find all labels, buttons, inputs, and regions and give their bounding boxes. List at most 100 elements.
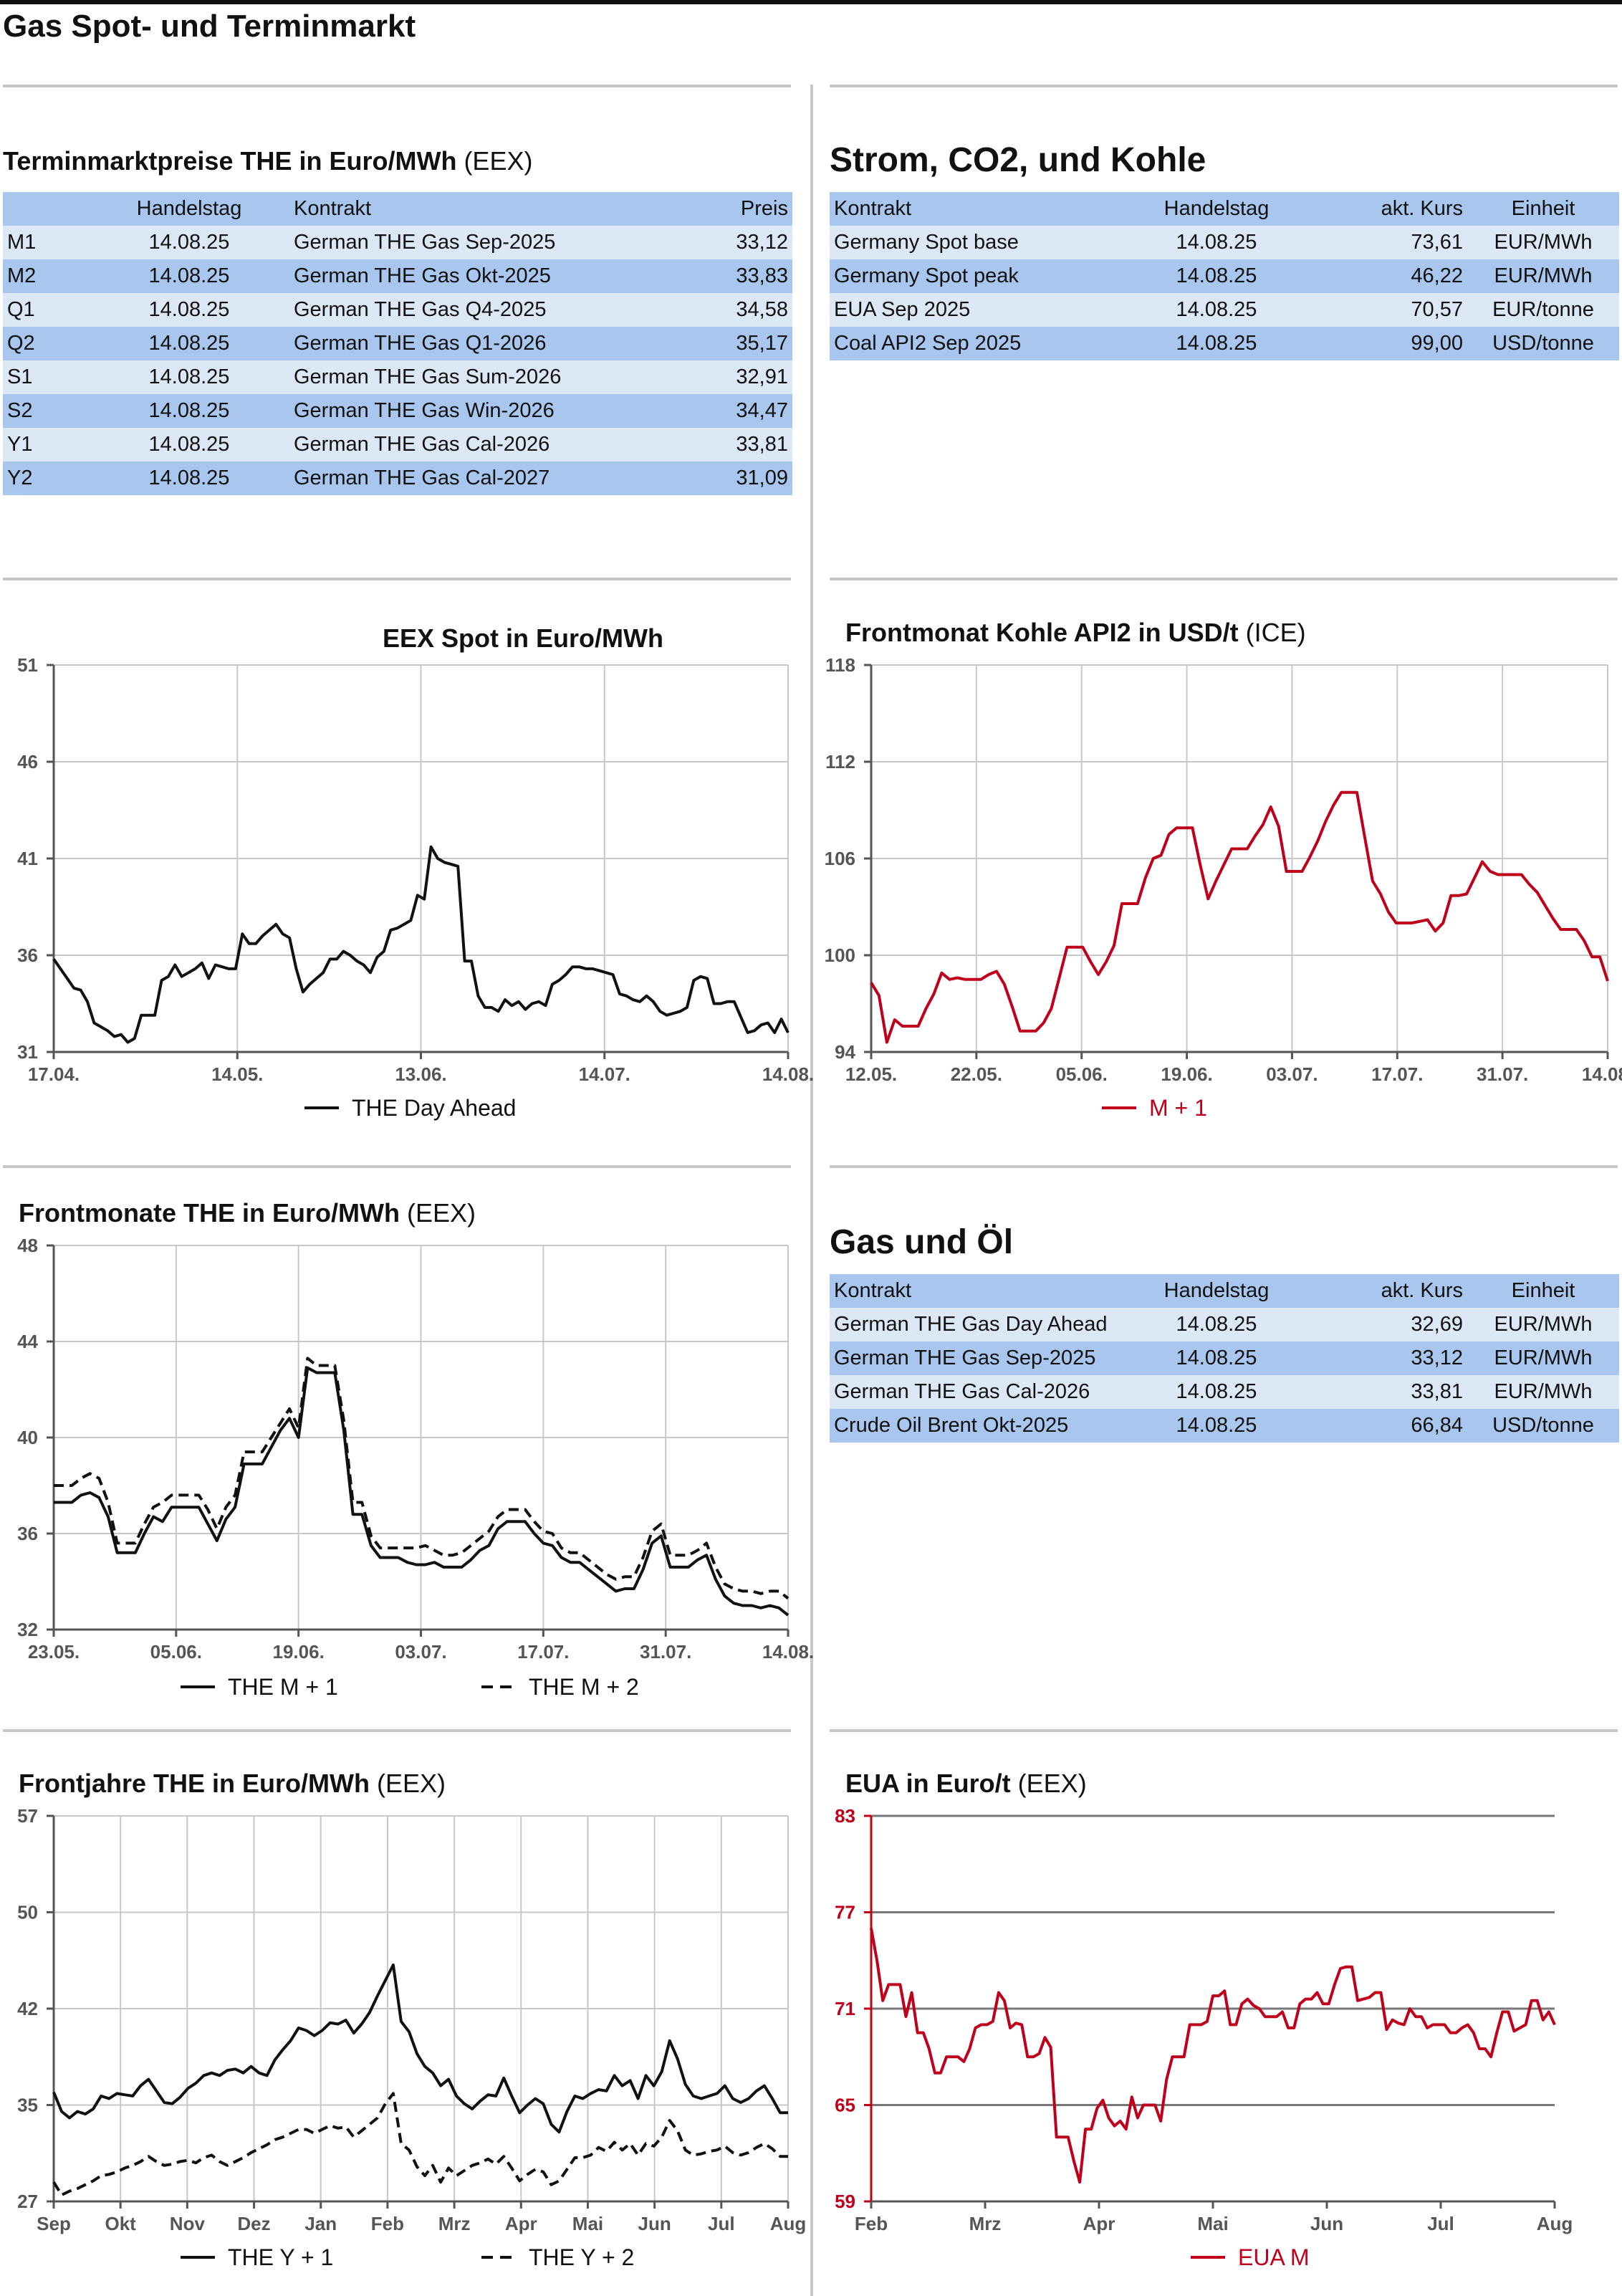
x-tick-label: Dez <box>237 2213 270 2234</box>
table-cell: USD/tonne <box>1492 332 1594 355</box>
x-tick-label: 22.05. <box>951 1063 1002 1085</box>
x-tick-label: Sep <box>37 2213 71 2234</box>
y-tick-label: 118 <box>825 654 855 676</box>
y-tick-label: 27 <box>17 2191 38 2212</box>
x-tick-label: 31.07. <box>640 1641 691 1663</box>
y-tick-label: 40 <box>17 1427 38 1448</box>
table-cell: 33,83 <box>736 264 788 287</box>
x-tick-label: 17.07. <box>1371 1063 1423 1085</box>
series-line <box>52 845 790 1044</box>
table-cell: 14.08.25 <box>1176 1346 1257 1369</box>
table-cell: M1 <box>7 231 37 254</box>
x-tick-label: 14.08. <box>1582 1063 1622 1085</box>
table-cell: USD/tonne <box>1492 1414 1594 1437</box>
y-tick-label: 48 <box>17 1235 38 1256</box>
table-header-cell: Handelstag <box>136 197 242 220</box>
table-cell: Y2 <box>7 467 33 489</box>
y-tick-label: 59 <box>835 2191 855 2212</box>
chart-title-source: (EEX) <box>369 1769 446 1798</box>
top-rule <box>0 0 1622 4</box>
strom-table: Kontrakt Handelstag akt. Kurs Einheit German… <box>830 192 1619 360</box>
terminmarkt-title-text: Terminmarktpreise THE in Euro/MWh <box>3 146 457 176</box>
table-header-cell: Einheit <box>1511 197 1575 220</box>
separator <box>3 578 791 580</box>
x-tick-label: Nov <box>170 2213 206 2234</box>
table-cell: German THE Gas Day Ahead <box>834 1313 1108 1336</box>
chart-title: Frontmonat Kohle API2 in USD/t (ICE) <box>845 618 1306 648</box>
table-header-row: Handelstag Kontrakt Preis <box>3 192 792 226</box>
table-header-cell: Kontrakt <box>294 197 371 220</box>
series-line <box>870 1928 1556 2184</box>
x-tick-label: 05.06. <box>150 1641 202 1663</box>
page-title: Gas Spot- und Terminmarkt <box>3 9 416 44</box>
table-header-cell: akt. Kurs <box>1381 197 1463 220</box>
x-tick-label: 14.08. <box>762 1641 814 1663</box>
x-tick-label: 14.08. <box>762 1063 814 1085</box>
table-cell: 14.08.25 <box>148 298 230 321</box>
legend-label: M + 1 <box>1149 1095 1207 1121</box>
table-cell: M2 <box>7 264 37 287</box>
legend-label: THE Day Ahead <box>352 1095 516 1121</box>
x-tick-label: Jun <box>638 2213 671 2234</box>
x-tick-label: 13.06. <box>395 1063 446 1085</box>
y-tick-label: 50 <box>17 1902 38 1923</box>
table-cell: 14.08.25 <box>148 365 230 388</box>
x-tick-label: 03.07. <box>1266 1063 1318 1085</box>
separator <box>3 1165 791 1168</box>
table-row: Y2 14.08.25 German THE Gas Cal-2027 31,09 <box>3 461 792 495</box>
table-cell: German THE Gas Sep-2025 <box>834 1346 1096 1369</box>
table-cell: 33,12 <box>736 231 788 254</box>
chart-title-text: EEX Spot in Euro/MWh <box>383 623 663 653</box>
table-cell: 33,12 <box>1411 1346 1463 1369</box>
legend-label: THE Y + 2 <box>529 2244 634 2270</box>
x-tick-label: 05.06. <box>1056 1063 1108 1085</box>
table-row: Germany Spot base 14.08.25 73,61 EUR/MWh <box>830 226 1619 259</box>
x-tick-label: Feb <box>855 2213 888 2234</box>
y-tick-label: 94 <box>835 1041 855 1063</box>
table-cell: Q2 <box>7 332 35 355</box>
chart-title-source: (EEX) <box>399 1198 476 1228</box>
y-tick-label: 41 <box>17 848 38 869</box>
y-tick-label: 44 <box>17 1331 38 1352</box>
y-tick-label: 100 <box>825 944 855 966</box>
x-tick-label: Jun <box>1310 2213 1343 2234</box>
x-tick-label: Mrz <box>969 2213 1002 2234</box>
y-tick-label: 71 <box>835 1998 855 2019</box>
table-cell: 14.08.25 <box>1176 264 1257 287</box>
table-cell: 34,58 <box>736 298 788 321</box>
separator <box>830 578 1618 580</box>
y-tick-label: 32 <box>17 1619 38 1640</box>
legend-label: THE M + 2 <box>529 1674 639 1700</box>
table-header-cell: Einheit <box>1511 1279 1575 1302</box>
chart-title: Frontmonate THE in Euro/MWh (EEX) <box>19 1198 476 1228</box>
x-tick-label: Jan <box>304 2213 337 2234</box>
series-line <box>54 1357 790 1600</box>
table-cell: 73,61 <box>1411 231 1463 254</box>
table-cell: German THE Gas Cal-2026 <box>834 1380 1090 1403</box>
table-cell: 14.08.25 <box>148 264 230 287</box>
series-line <box>870 790 1609 1044</box>
x-tick-label: 17.07. <box>517 1641 569 1663</box>
gasoel-title: Gas und Öl <box>830 1223 1014 1261</box>
table-cell: 14.08.25 <box>148 467 230 489</box>
table-cell: 32,91 <box>736 365 788 388</box>
y-tick-label: 51 <box>17 654 38 676</box>
separator <box>830 1165 1618 1168</box>
x-tick-label: Okt <box>105 2213 137 2234</box>
table-row: S1 14.08.25 German THE Gas Sum-2026 32,91 <box>3 360 792 394</box>
y-tick-label: 36 <box>17 1523 38 1544</box>
chart-title: EUA in Euro/t (EEX) <box>845 1769 1087 1799</box>
table-row: Coal API2 Sep 2025 14.08.25 99,00 USD/tonne <box>830 327 1619 360</box>
x-tick-label: 12.05. <box>845 1063 897 1085</box>
table-cell: EUR/MWh <box>1494 264 1593 287</box>
table-cell: 99,00 <box>1411 332 1463 355</box>
table-cell: 33,81 <box>1411 1380 1463 1403</box>
x-tick-label: 19.06. <box>1161 1063 1212 1085</box>
chart-title-text: Frontmonat Kohle API2 in USD/t <box>845 618 1239 647</box>
table-header-cell: Kontrakt <box>834 1279 911 1302</box>
y-tick-label: 106 <box>825 848 855 869</box>
table-header-cell: Preis <box>740 197 788 220</box>
table-cell: German THE Gas Win-2026 <box>294 399 555 422</box>
table-cell: 14.08.25 <box>1176 1380 1257 1403</box>
